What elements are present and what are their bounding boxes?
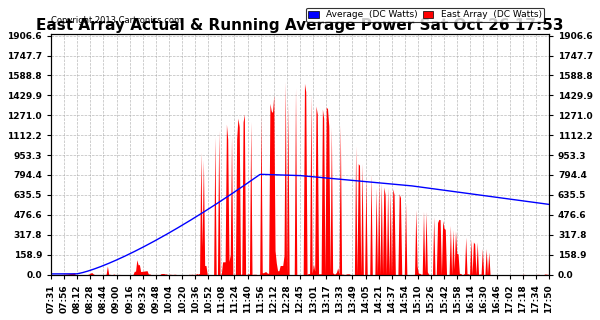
Title: East Array Actual & Running Average Power Sat Oct 26 17:53: East Array Actual & Running Average Powe… bbox=[36, 18, 564, 33]
Text: Copyright 2013 Cartronics.com: Copyright 2013 Cartronics.com bbox=[51, 16, 182, 25]
Legend: Average  (DC Watts), East Array  (DC Watts): Average (DC Watts), East Array (DC Watts… bbox=[306, 8, 544, 22]
